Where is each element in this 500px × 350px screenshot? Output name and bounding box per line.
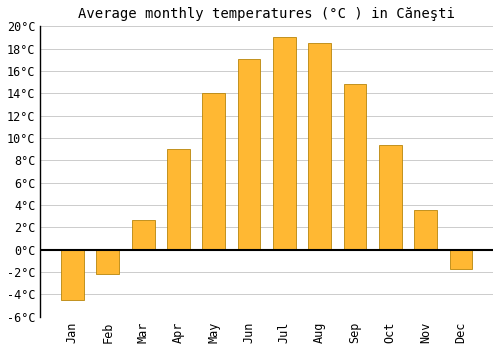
Bar [238, 59, 260, 250]
Bar [308, 43, 331, 250]
Bar [273, 37, 296, 250]
Title: Average monthly temperatures (°C ) in Căneşti: Average monthly temperatures (°C ) in Că… [78, 7, 455, 21]
Bar [379, 145, 402, 250]
Bar [96, 250, 119, 274]
Bar [132, 219, 154, 250]
Bar [414, 210, 437, 250]
Bar [450, 250, 472, 269]
Bar [344, 84, 366, 250]
Bar [61, 250, 84, 300]
Bar [167, 149, 190, 250]
Bar [202, 93, 225, 250]
